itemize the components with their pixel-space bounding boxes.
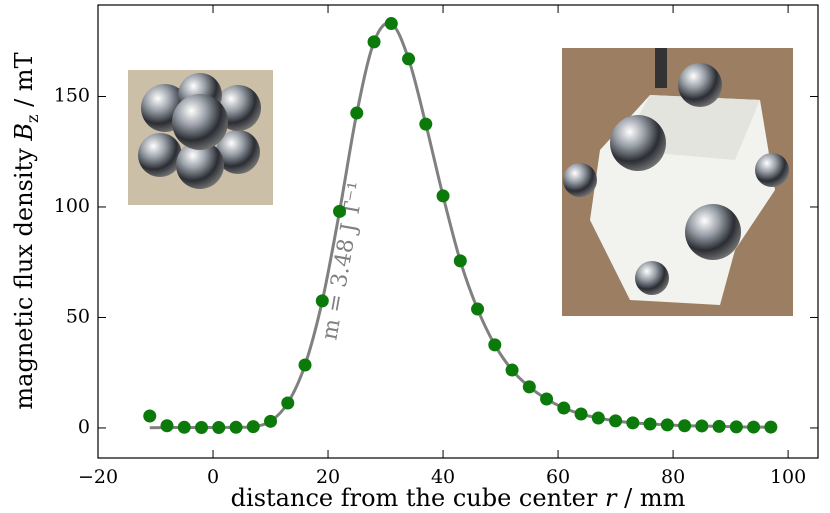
y-label-unit: / mT [10,52,38,114]
x-label-symbol: r [605,484,618,512]
y-tick-label: 150 [54,84,90,106]
data-point [453,254,467,268]
x-tick-label: 100 [770,466,806,488]
x-axis-label: distance from the cube center r / mm [231,484,686,512]
data-point [298,358,312,372]
x-tick-label: 0 [207,466,219,488]
data-point [729,420,743,434]
x-tick-label: 60 [546,466,570,488]
data-point [436,189,450,203]
data-point [712,419,726,433]
x-label-text: distance from the cube center [231,484,605,512]
photo-printed-cube [562,48,793,316]
data-point [540,392,554,406]
y-tick-label: 50 [66,305,90,327]
data-point [229,420,243,434]
data-point [160,419,174,433]
annotation: m = 3.48 J T⁻¹ [317,180,369,342]
data-point [367,35,381,49]
data-point [384,17,398,31]
y-tick-label: 100 [54,195,90,217]
data-point [488,338,502,352]
x-tick-label: 40 [431,466,455,488]
data-point [471,302,485,316]
data-point [281,396,295,410]
data-point [402,52,416,66]
data-point [609,414,623,428]
data-point [246,420,260,434]
data-point [626,416,640,430]
x-tick-label: 80 [661,466,685,488]
data-point [143,409,157,423]
data-point [591,411,605,425]
data-point [315,294,329,308]
data-point [678,419,692,433]
data-point [177,420,191,434]
data-point [505,363,519,377]
data-point [574,407,588,421]
y-axis-label: magnetic flux density Bz / mT [10,52,42,409]
x-tick-label: −20 [78,466,118,488]
data-point [695,419,709,433]
data-point [264,414,278,428]
data-point [419,117,433,131]
data-point [764,420,778,434]
data-point [660,418,674,432]
x-label-unit: / mm [616,484,685,512]
data-point [747,420,761,434]
y-label-subscript: z [23,115,42,123]
y-tick-label: 0 [78,416,90,438]
y-label-text: magnetic flux density [10,141,38,410]
photo-ball-cube [128,70,273,205]
data-point [522,380,536,394]
data-point [333,204,347,218]
data-point [212,421,226,435]
y-label-symbol: B [10,123,38,142]
data-point [195,421,209,435]
data-point [643,417,657,431]
plot-frame [97,4,819,459]
data-point [557,401,571,415]
x-tick-label: 20 [316,466,340,488]
data-point [350,106,364,120]
